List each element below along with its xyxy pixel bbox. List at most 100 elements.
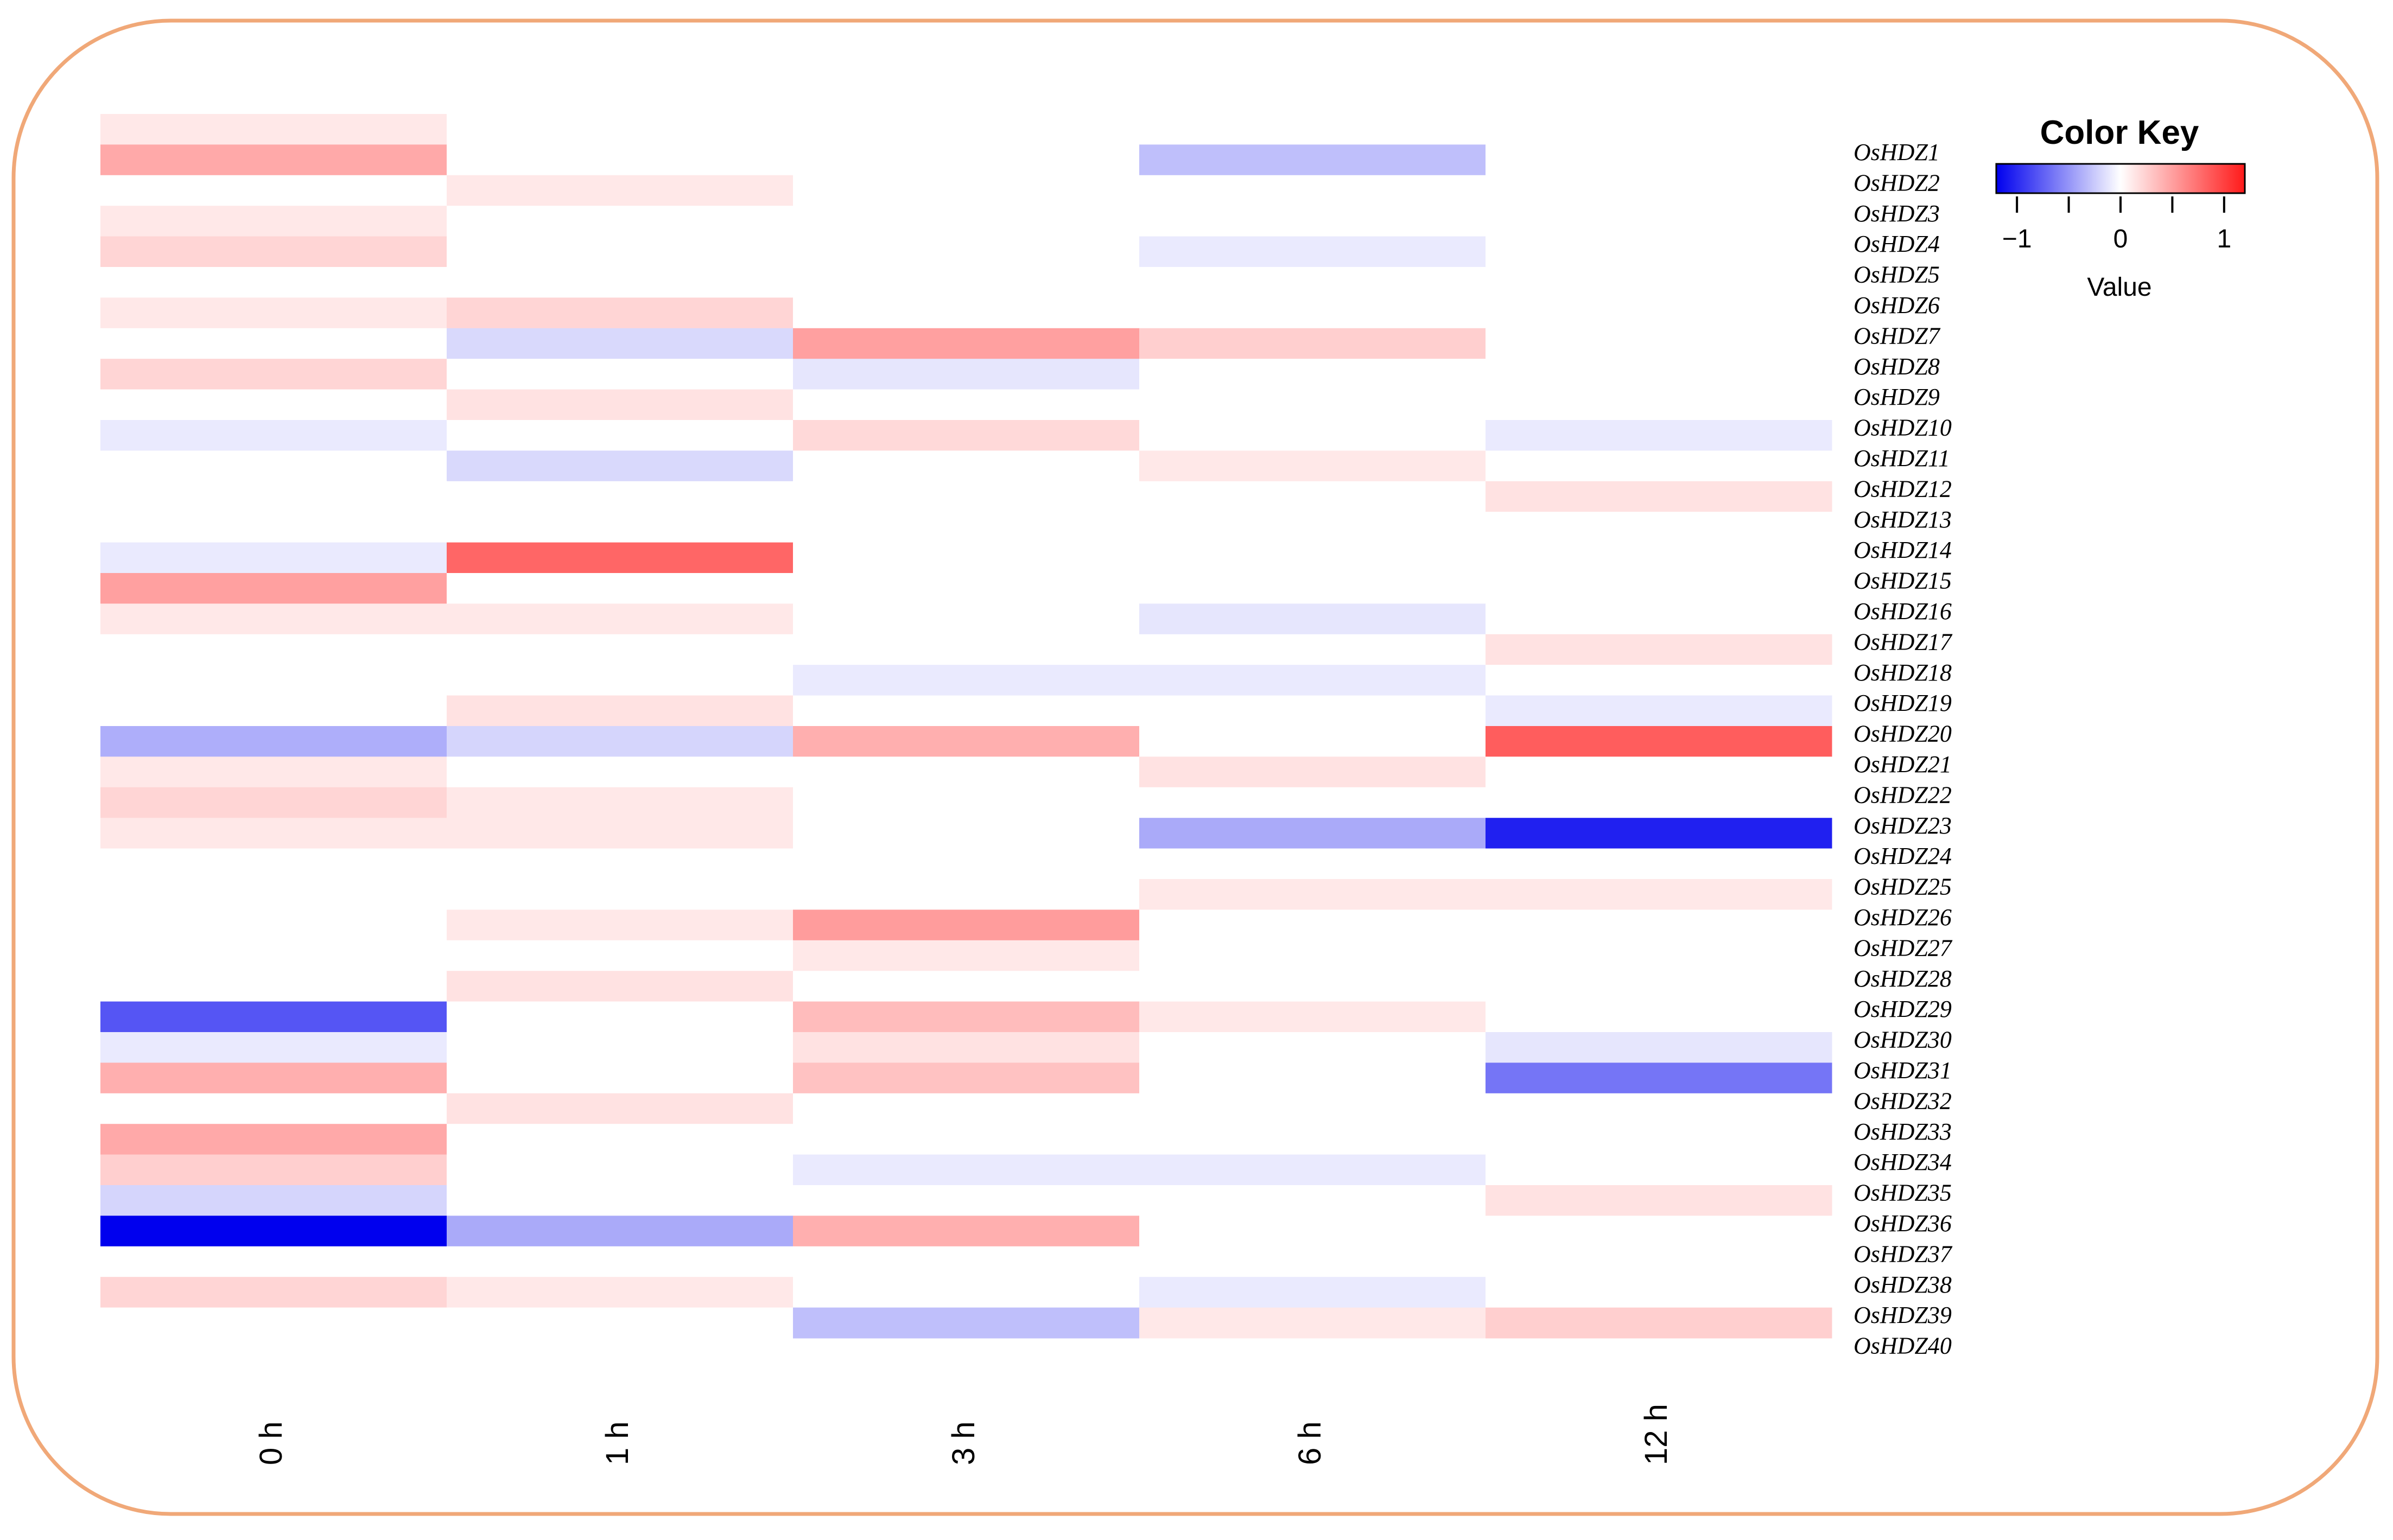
heat-cell-oshdz17-3h — [793, 603, 1140, 635]
heat-cell-oshdz40-6h — [1139, 1307, 1486, 1339]
gene-label-oshdz36: OsHDZ36 — [1854, 1210, 1952, 1237]
heat-cell-oshdz38-12h — [1486, 1246, 1832, 1277]
color-key-title: Color Key — [2040, 114, 2199, 151]
heat-cell-oshdz14-6h — [1139, 512, 1486, 543]
heat-cell-oshdz14-1h — [447, 512, 794, 543]
heat-cell-oshdz1-0h — [100, 114, 447, 145]
heat-cell-oshdz6-0h — [100, 267, 447, 298]
time-labels: 0 h 1 h 3 h 6 h 12 h — [253, 1404, 1674, 1465]
gene-label-oshdz16: OsHDZ16 — [1854, 598, 1952, 625]
heat-cell-oshdz15-6h — [1139, 542, 1486, 574]
heat-cell-oshdz36-6h — [1139, 1185, 1486, 1216]
heat-cell-oshdz7-1h — [447, 297, 794, 329]
color-key-tick-label: −1 — [2002, 225, 2032, 253]
time-label-0h: 0 h — [253, 1421, 289, 1465]
heat-cell-oshdz21-12h — [1486, 726, 1832, 757]
heat-cell-oshdz7-0h — [100, 297, 447, 329]
heat-cell-oshdz40-1h — [447, 1307, 794, 1339]
heat-cell-oshdz23-12h — [1486, 787, 1832, 818]
heat-cell-oshdz10-12h — [1486, 389, 1832, 421]
gene-label-oshdz17: OsHDZ17 — [1854, 628, 1953, 655]
gene-label-oshdz37: OsHDZ37 — [1854, 1240, 1953, 1267]
heat-cell-oshdz12-0h — [100, 450, 447, 482]
gene-label-oshdz11: OsHDZ11 — [1854, 445, 1950, 472]
gene-labels: OsHDZ1 OsHDZ2 OsHDZ3 OsHDZ4 OsHDZ5 OsHDZ6 OsHD… — [1854, 139, 1953, 1359]
heat-cell-oshdz30-0h — [100, 1001, 447, 1033]
heat-cell-oshdz40-3h — [793, 1307, 1140, 1339]
heat-cell-oshdz33-12h — [1486, 1093, 1832, 1124]
heat-cell-oshdz18-12h — [1486, 634, 1832, 665]
heat-cell-oshdz38-0h — [100, 1246, 447, 1277]
color-key-axis-label: Value — [2087, 273, 2151, 302]
heat-cell-oshdz29-12h — [1486, 971, 1832, 1002]
heat-cell-oshdz20-1h — [447, 695, 794, 727]
heat-cell-oshdz18-3h — [793, 634, 1140, 665]
heat-cell-oshdz25-6h — [1139, 848, 1486, 880]
heat-cell-oshdz19-1h — [447, 665, 794, 696]
gene-label-oshdz1: OsHDZ1 — [1854, 139, 1940, 166]
heat-cell-oshdz26-6h — [1139, 879, 1486, 910]
heat-cell-oshdz11-0h — [100, 420, 447, 451]
heat-cell-oshdz23-0h — [100, 787, 447, 818]
heat-cell-oshdz39-12h — [1486, 1277, 1832, 1308]
heat-cell-oshdz14-12h — [1486, 512, 1832, 543]
heat-cell-oshdz3-1h — [447, 175, 794, 206]
heat-cell-oshdz33-1h — [447, 1093, 794, 1124]
heat-cell-oshdz27-0h — [100, 909, 447, 941]
heat-cell-oshdz39-1h — [447, 1277, 794, 1308]
heat-cell-oshdz8-1h — [447, 328, 794, 359]
heat-cell-oshdz34-3h — [793, 1124, 1140, 1155]
gene-label-oshdz28: OsHDZ28 — [1854, 965, 1952, 992]
heat-cell-oshdz35-12h — [1486, 1154, 1832, 1186]
time-label-12h: 12 h — [1639, 1404, 1674, 1465]
gene-label-oshdz27: OsHDZ27 — [1854, 934, 1953, 961]
heat-cell-oshdz1-12h — [1486, 114, 1832, 145]
heat-cell-oshdz13-1h — [447, 481, 794, 512]
heat-cell-oshdz30-6h — [1139, 1001, 1486, 1033]
heat-cell-oshdz4-3h — [793, 206, 1140, 237]
heat-cell-oshdz5-1h — [447, 236, 794, 268]
gene-label-oshdz30: OsHDZ30 — [1854, 1027, 1952, 1053]
heat-cell-oshdz22-0h — [100, 756, 447, 788]
heat-cell-oshdz26-12h — [1486, 879, 1832, 910]
heat-cell-oshdz34-1h — [447, 1124, 794, 1155]
heat-cell-oshdz14-0h — [100, 512, 447, 543]
heat-cell-oshdz31-0h — [100, 1032, 447, 1063]
heat-cell-oshdz37-0h — [100, 1216, 447, 1247]
heat-cell-oshdz19-3h — [793, 665, 1140, 696]
heat-cell-oshdz10-1h — [447, 389, 794, 421]
heat-cell-oshdz6-3h — [793, 267, 1140, 298]
heat-cell-oshdz28-3h — [793, 940, 1140, 971]
gene-label-oshdz6: OsHDZ6 — [1854, 292, 1940, 319]
heat-cell-oshdz31-3h — [793, 1032, 1140, 1063]
heat-cell-oshdz9-6h — [1139, 359, 1486, 390]
heat-cell-oshdz29-1h — [447, 971, 794, 1002]
heat-cell-oshdz6-1h — [447, 267, 794, 298]
heat-cell-oshdz20-12h — [1486, 695, 1832, 727]
heat-cell-oshdz25-1h — [447, 848, 794, 880]
heat-cell-oshdz13-0h — [100, 481, 447, 512]
heat-cell-oshdz39-0h — [100, 1277, 447, 1308]
gene-label-oshdz21: OsHDZ21 — [1854, 751, 1952, 778]
gene-label-oshdz3: OsHDZ3 — [1854, 200, 1940, 227]
gene-label-oshdz23: OsHDZ23 — [1854, 812, 1952, 839]
heat-cell-oshdz24-6h — [1139, 818, 1486, 849]
heat-cell-oshdz8-3h — [793, 328, 1140, 359]
heat-cell-oshdz36-1h — [447, 1185, 794, 1216]
heat-cell-oshdz30-12h — [1486, 1001, 1832, 1033]
heat-cell-oshdz16-0h — [100, 573, 447, 604]
heat-cell-oshdz24-3h — [793, 818, 1140, 849]
heat-cell-oshdz8-0h — [100, 328, 447, 359]
heat-cell-oshdz11-1h — [447, 420, 794, 451]
gene-label-oshdz26: OsHDZ26 — [1854, 904, 1952, 931]
heat-cell-oshdz21-0h — [100, 726, 447, 757]
heat-cell-oshdz25-3h — [793, 848, 1140, 880]
heat-cell-oshdz1-6h — [1139, 114, 1486, 145]
heat-cell-oshdz35-3h — [793, 1154, 1140, 1186]
heat-cell-oshdz20-3h — [793, 695, 1140, 727]
heat-cell-oshdz1-3h — [793, 114, 1140, 145]
heat-cell-oshdz10-6h — [1139, 389, 1486, 421]
heat-cell-oshdz37-1h — [447, 1216, 794, 1247]
heat-cell-oshdz32-0h — [100, 1062, 447, 1094]
heat-cell-oshdz37-3h — [793, 1216, 1140, 1247]
